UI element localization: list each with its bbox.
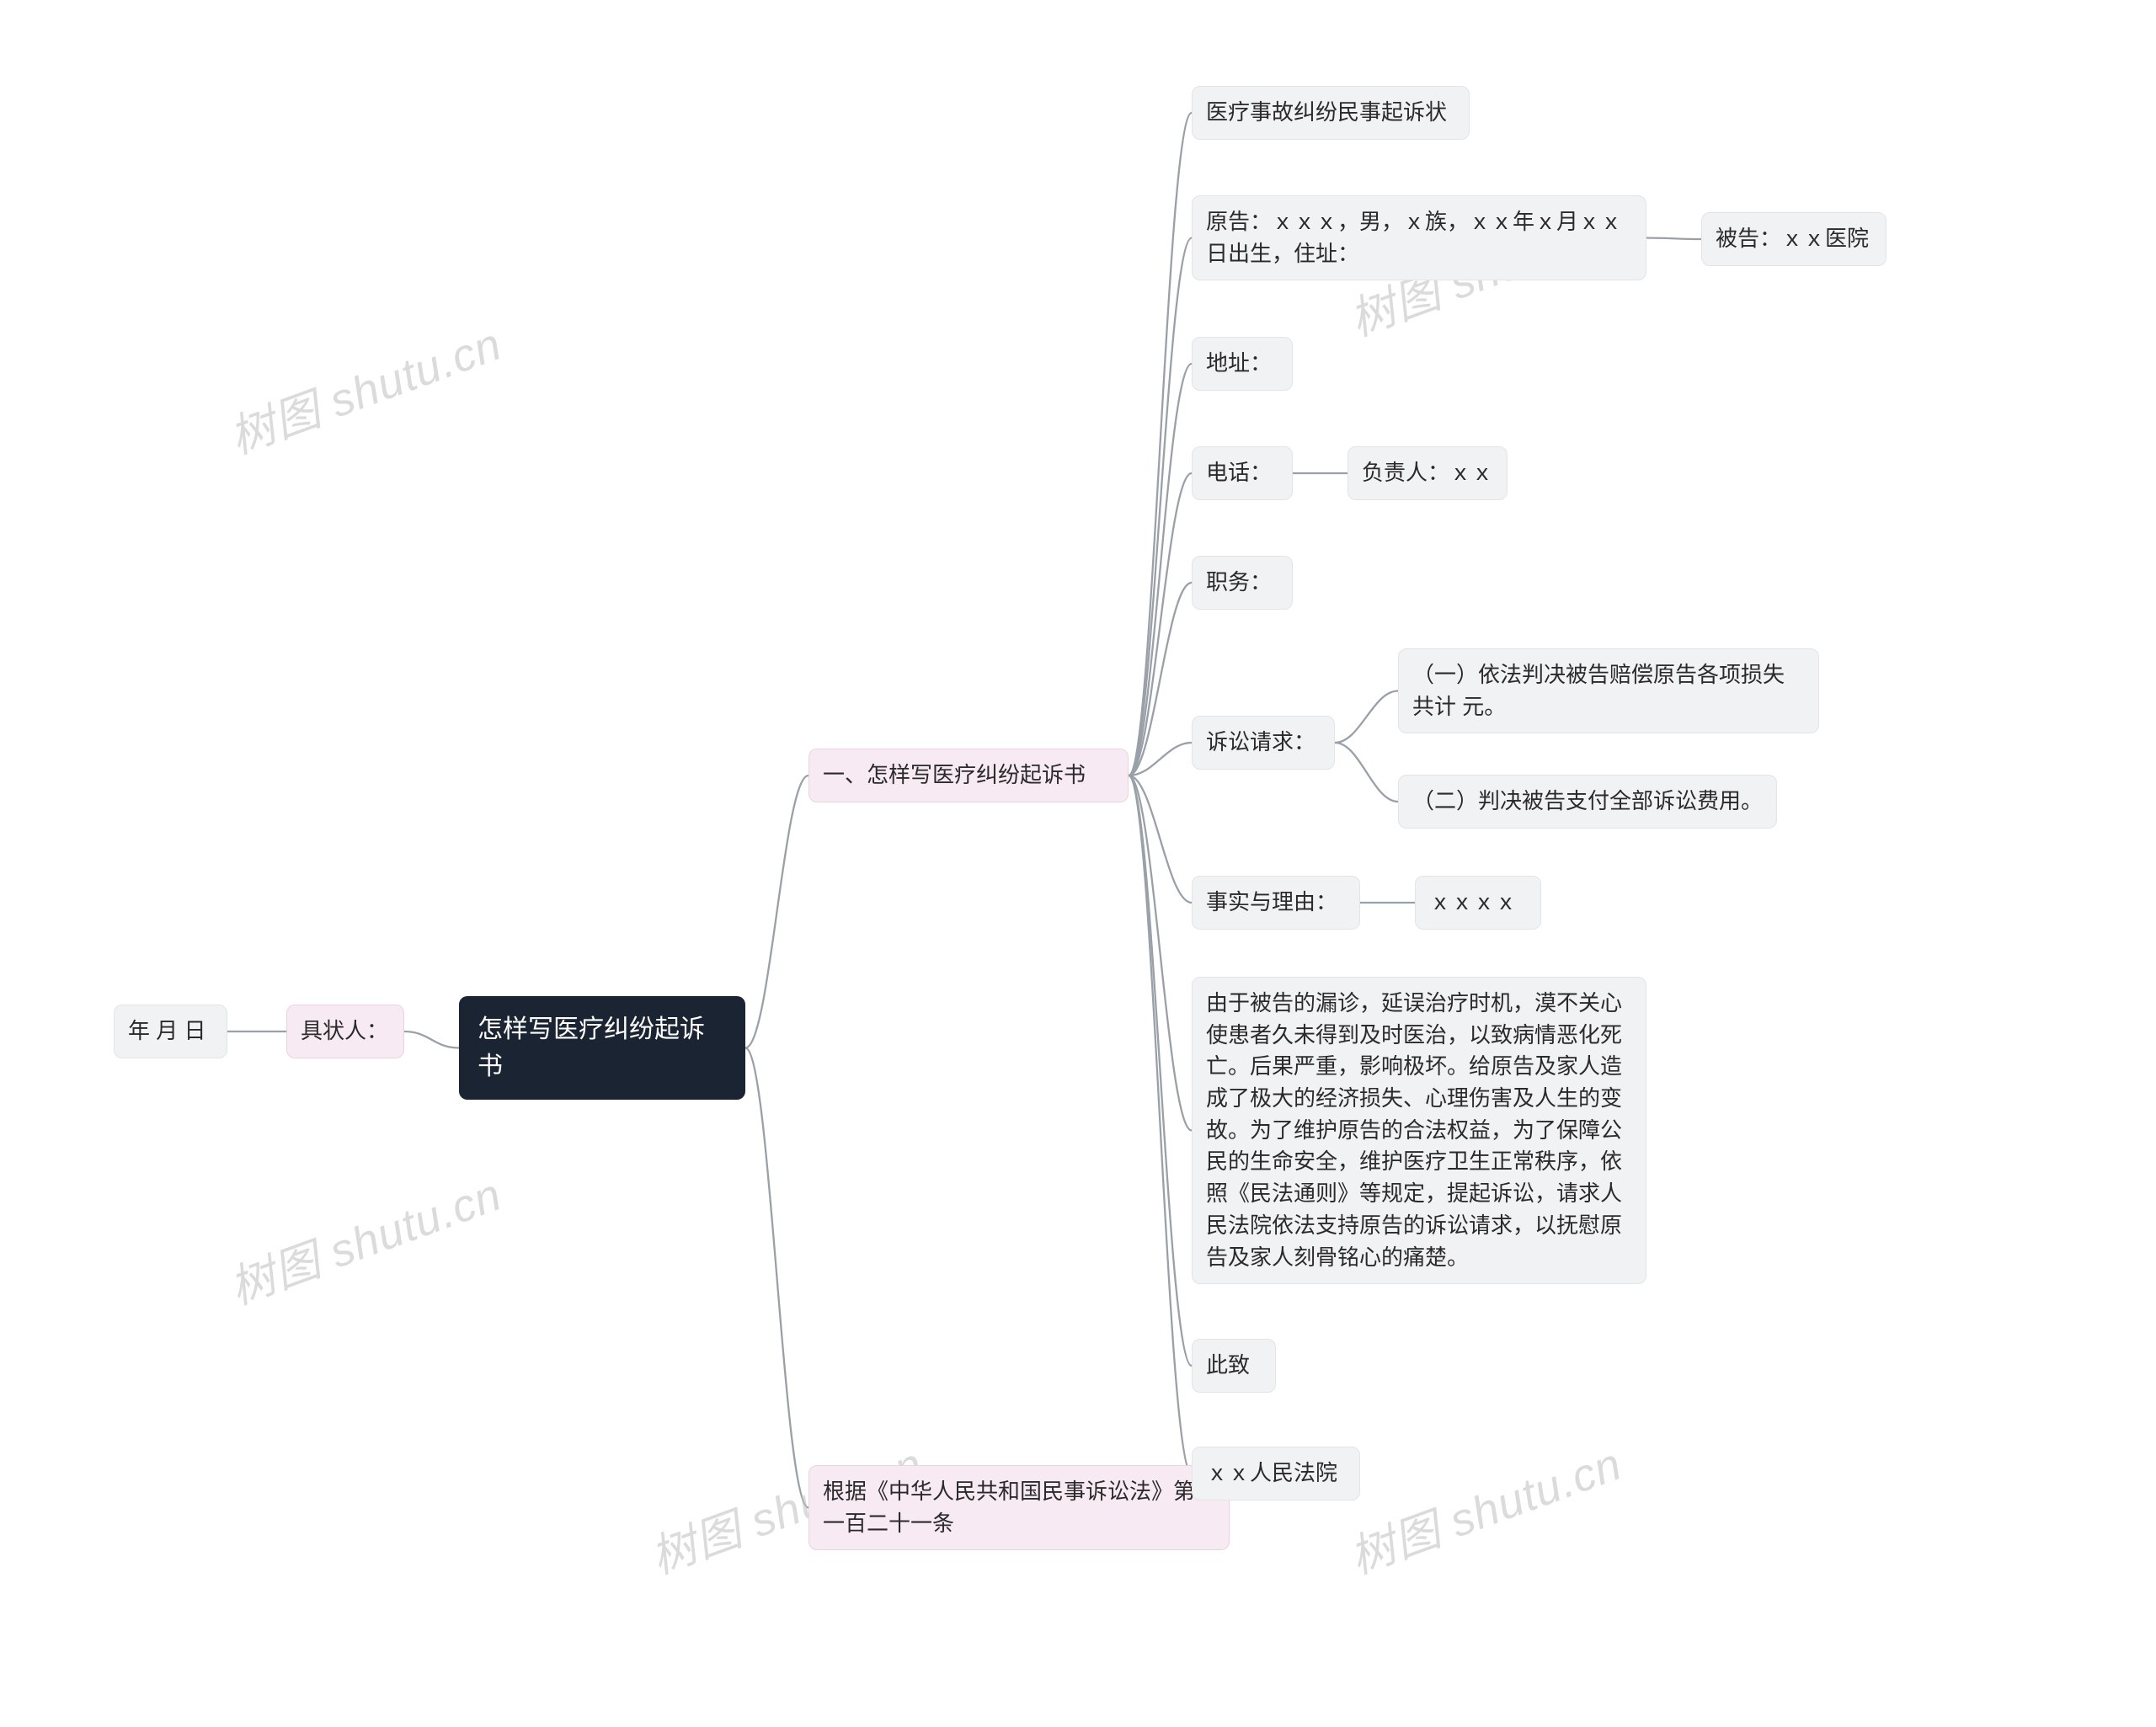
node-label: 被告：ｘｘ医院	[1716, 223, 1869, 255]
node-legal[interactable]: 根据《中华人民共和国民事诉讼法》第一百二十一条	[808, 1465, 1230, 1550]
edge	[745, 776, 808, 1048]
node-c8[interactable]: 由于被告的漏诊，延误治疗时机，漠不关心使患者久未得到及时医治，以致病情恶化死亡。…	[1192, 977, 1646, 1284]
node-c2b[interactable]: 被告：ｘｘ医院	[1701, 212, 1886, 266]
edge	[1129, 364, 1192, 776]
node-label: 医疗事故纠纷民事起诉状	[1206, 97, 1447, 129]
edge	[404, 1031, 459, 1048]
watermark: 树图 shutu.cn	[219, 306, 510, 466]
node-c7[interactable]: 事实与理由：	[1192, 876, 1360, 930]
node-label: 诉讼请求：	[1206, 727, 1315, 759]
node-label: 怎样写医疗纠纷起诉书	[478, 1011, 727, 1085]
node-c6a[interactable]: （一）依法判决被告赔偿原告各项损失共计 元。	[1398, 648, 1819, 733]
edge	[1129, 776, 1192, 1131]
node-label: 一、怎样写医疗纠纷起诉书	[823, 760, 1086, 792]
node-label: （二）判决被告支付全部诉讼费用。	[1412, 786, 1763, 818]
node-c4[interactable]: 电话：	[1192, 446, 1293, 500]
node-label: 由于被告的漏诊，延误治疗时机，漠不关心使患者久未得到及时医治，以致病情恶化死亡。…	[1206, 988, 1632, 1273]
mindmap-canvas: 树图 shutu.cn树图 shutu.cn树图 shutu.cn树图 shut…	[0, 0, 2156, 1727]
node-label: 职务：	[1206, 567, 1272, 599]
node-label: 根据《中华人民共和国民事诉讼法》第一百二十一条	[823, 1476, 1215, 1539]
node-left1[interactable]: 具状人：	[286, 1005, 404, 1058]
node-section[interactable]: 一、怎样写医疗纠纷起诉书	[808, 749, 1129, 802]
node-c6b[interactable]: （二）判决被告支付全部诉讼费用。	[1398, 775, 1777, 829]
edge	[1335, 691, 1398, 744]
edge	[1335, 743, 1398, 802]
node-c3[interactable]: 地址：	[1192, 337, 1293, 391]
edge	[1129, 473, 1192, 776]
node-label: 年 月 日	[128, 1015, 205, 1047]
node-c5[interactable]: 职务：	[1192, 556, 1293, 610]
node-label: 此致	[1206, 1350, 1250, 1382]
edge	[1129, 776, 1192, 903]
node-c6[interactable]: 诉讼请求：	[1192, 716, 1335, 770]
node-label: ｘｘｘｘ	[1429, 887, 1517, 919]
node-label: 电话：	[1206, 457, 1272, 489]
edge	[1129, 743, 1192, 776]
edge	[1129, 113, 1192, 776]
edge	[1129, 776, 1192, 1366]
watermark: 树图 shutu.cn	[1339, 1426, 1630, 1586]
edge	[1646, 238, 1701, 240]
edge	[745, 1048, 808, 1508]
node-label: 负责人：ｘｘ	[1362, 457, 1493, 489]
watermark: 树图 shutu.cn	[219, 1157, 510, 1317]
node-c2[interactable]: 原告：ｘｘｘ，男，ｘ族，ｘｘ年ｘ月ｘｘ日出生，住址：	[1192, 195, 1646, 280]
node-label: （一）依法判决被告赔偿原告各项损失共计 元。	[1412, 659, 1805, 722]
node-label: 事实与理由：	[1206, 887, 1337, 919]
node-c4b[interactable]: 负责人：ｘｘ	[1348, 446, 1508, 500]
node-c7b[interactable]: ｘｘｘｘ	[1415, 876, 1541, 930]
node-label: ｘｘ人民法院	[1206, 1458, 1337, 1490]
node-c10[interactable]: ｘｘ人民法院	[1192, 1447, 1360, 1500]
node-c1[interactable]: 医疗事故纠纷民事起诉状	[1192, 86, 1470, 140]
node-label: 原告：ｘｘｘ，男，ｘ族，ｘｘ年ｘ月ｘｘ日出生，住址：	[1206, 206, 1632, 269]
node-c9[interactable]: 此致	[1192, 1339, 1276, 1393]
node-left2[interactable]: 年 月 日	[114, 1005, 227, 1058]
edge	[1129, 238, 1192, 776]
edge	[1129, 776, 1192, 1474]
node-label: 具状人：	[301, 1015, 388, 1047]
edge	[1129, 583, 1192, 776]
node-root[interactable]: 怎样写医疗纠纷起诉书	[459, 996, 745, 1100]
node-label: 地址：	[1206, 348, 1272, 380]
